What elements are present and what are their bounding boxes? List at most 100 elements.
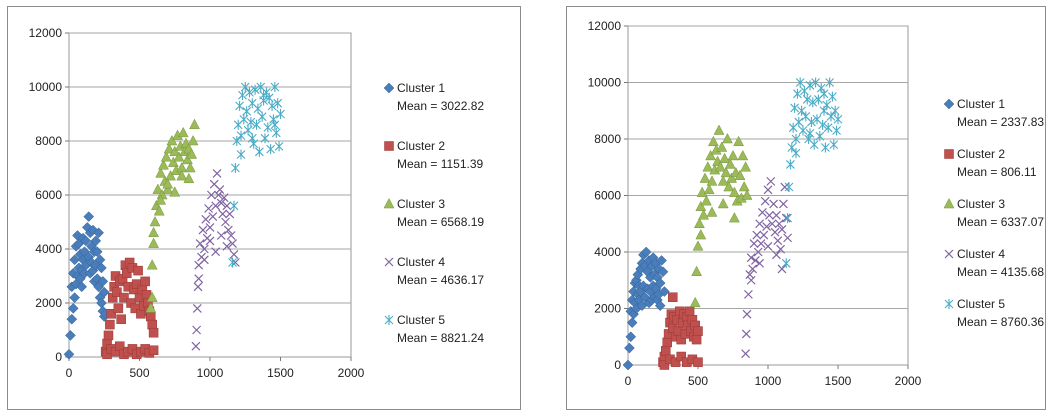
data-point [790, 102, 799, 113]
data-point [247, 98, 257, 109]
data-point [165, 170, 176, 181]
data-point [223, 225, 233, 235]
data-point [777, 224, 787, 234]
data-point [807, 117, 816, 128]
data-point [797, 105, 806, 116]
y-tick-label: 4000 [594, 245, 621, 259]
data-point [147, 319, 157, 330]
data-point [767, 219, 777, 229]
data-point [742, 309, 752, 319]
legend-mean-label: Mean = 6568.19 [397, 215, 484, 229]
data-point [778, 199, 788, 209]
y-tick-label: 4000 [35, 242, 62, 256]
data-point [80, 235, 92, 247]
data-point [706, 206, 718, 217]
data-point [259, 90, 268, 101]
data-point [689, 296, 701, 308]
legend-label: Cluster 4 [397, 255, 445, 269]
legend-mean-label: Mean = 6337.07 [957, 215, 1044, 229]
data-point [205, 222, 215, 232]
data-point [146, 311, 156, 322]
data-point [103, 330, 114, 341]
x-tick-label: 0 [66, 366, 73, 380]
data-point [266, 144, 276, 155]
data-point [201, 214, 211, 224]
data-point [169, 145, 181, 157]
data-point [819, 105, 829, 116]
data-point [832, 125, 841, 136]
data-point [753, 247, 763, 257]
data-point [818, 119, 827, 130]
data-point [830, 105, 840, 116]
data-point [780, 182, 790, 192]
data-point [821, 142, 830, 153]
data-point [802, 94, 812, 105]
legend-marker [384, 141, 394, 151]
data-point [195, 239, 205, 249]
data-point [702, 161, 714, 172]
legend-label: Cluster 5 [397, 313, 445, 327]
data-point [740, 161, 752, 172]
y-tick-label: 10000 [588, 76, 622, 90]
data-point [771, 250, 781, 260]
data-point [661, 346, 671, 356]
y-tick-label: 8000 [35, 134, 62, 148]
data-point [777, 264, 787, 274]
data-point [96, 262, 107, 274]
legend-label: Cluster 2 [957, 147, 1005, 161]
data-point [640, 246, 652, 258]
data-point [140, 276, 150, 287]
series-2 [658, 292, 703, 370]
data-point [136, 309, 146, 319]
data-point [257, 111, 267, 122]
data-point [654, 277, 666, 289]
y-tick-label: 12000 [29, 26, 63, 40]
series-3 [689, 124, 753, 308]
y-tick-label: 0 [614, 358, 621, 372]
data-point [692, 240, 704, 251]
data-point [656, 255, 667, 266]
data-point [770, 227, 780, 237]
data-point [746, 253, 756, 263]
data-point [204, 204, 214, 213]
legend-label: Cluster 1 [957, 97, 1005, 111]
data-point [707, 135, 719, 147]
legend-label: Cluster 4 [957, 247, 1005, 261]
data-point [809, 139, 819, 150]
data-point [229, 200, 239, 211]
data-point [218, 209, 228, 219]
data-point [721, 132, 733, 144]
data-point [226, 231, 236, 240]
data-point [273, 98, 283, 109]
data-point [737, 149, 749, 161]
data-point [222, 201, 232, 211]
data-point [205, 236, 215, 246]
data-point [158, 159, 169, 170]
data-point [833, 114, 843, 125]
data-point [696, 186, 708, 197]
data-point [703, 183, 715, 195]
data-point [668, 292, 678, 302]
data-point [238, 90, 247, 101]
data-point [264, 92, 274, 103]
data-point [713, 124, 725, 135]
data-point [714, 161, 726, 172]
data-point [198, 225, 208, 235]
data-point [146, 259, 158, 270]
x-tick-label: 500 [688, 374, 708, 388]
legend-marker [383, 197, 395, 209]
chart-panel-right: 0 2000 4000 6000 8000 10000 12000 0 500 1000 1500 2… [566, 6, 1046, 410]
legend-mean-label: Mean = 2337.83 [957, 115, 1044, 129]
data-point [186, 148, 198, 159]
data-point [236, 130, 246, 141]
y-tick-label: 6000 [594, 189, 621, 203]
data-point [155, 167, 167, 178]
data-point [828, 91, 837, 102]
legend-mean-label: Mean = 1151.39 [397, 157, 484, 171]
data-point [211, 201, 221, 211]
data-point [228, 257, 237, 268]
data-point [625, 331, 637, 343]
legend-mean-label: Mean = 4636.17 [397, 273, 484, 287]
legend-marker [384, 257, 394, 267]
data-point [798, 125, 808, 136]
